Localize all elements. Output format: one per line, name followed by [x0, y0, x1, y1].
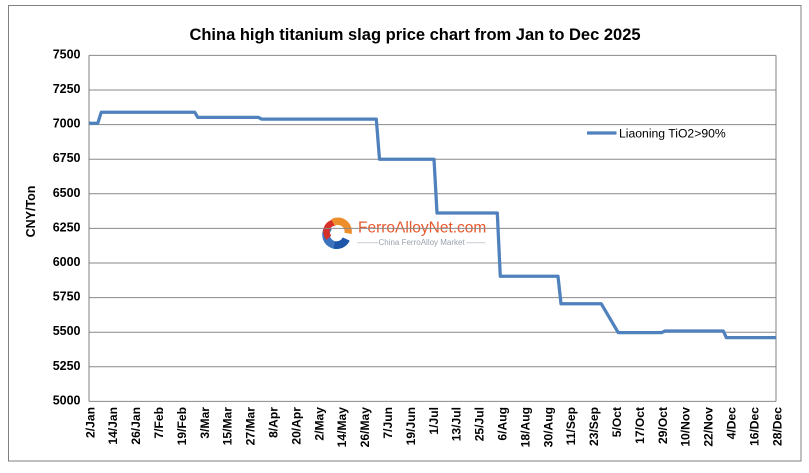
svg-text:China FerroAlloy Market: China FerroAlloy Market: [378, 238, 465, 247]
svg-text:China high titanium slag price: China high titanium slag price chart fro…: [189, 26, 640, 44]
svg-text:6000: 6000: [53, 255, 81, 269]
svg-text:7000: 7000: [53, 117, 81, 131]
svg-text:26/May: 26/May: [358, 407, 372, 448]
svg-text:26/Jan: 26/Jan: [129, 407, 143, 445]
svg-text:6750: 6750: [53, 151, 81, 165]
svg-text:25/Jul: 25/Jul: [473, 407, 487, 441]
svg-text:16/Dec: 16/Dec: [747, 407, 761, 446]
svg-text:6250: 6250: [53, 220, 81, 234]
svg-text:11/Sep: 11/Sep: [564, 407, 578, 445]
svg-text:5/Oct: 5/Oct: [610, 407, 624, 437]
svg-text:7500: 7500: [53, 47, 81, 61]
svg-text:28/Dec: 28/Dec: [770, 407, 784, 446]
svg-text:6500: 6500: [53, 186, 81, 200]
svg-text:29/Oct: 29/Oct: [656, 407, 670, 444]
svg-text:5500: 5500: [53, 324, 81, 338]
svg-text:7/Jun: 7/Jun: [381, 407, 395, 439]
svg-text:1/Jul: 1/Jul: [427, 407, 441, 435]
svg-text:22/Nov: 22/Nov: [702, 407, 716, 447]
svg-text:4/Dec: 4/Dec: [725, 407, 739, 440]
svg-text:18/Aug: 18/Aug: [518, 407, 532, 447]
svg-text:30/Aug: 30/Aug: [541, 407, 555, 447]
svg-text:5000: 5000: [53, 393, 81, 407]
svg-text:19/Jun: 19/Jun: [404, 407, 418, 445]
svg-text:3/Mar: 3/Mar: [198, 407, 212, 439]
svg-text:27/Mar: 27/Mar: [244, 407, 258, 446]
svg-text:23/Sep: 23/Sep: [587, 407, 601, 446]
svg-text:8/Apr: 8/Apr: [267, 407, 281, 438]
svg-text:19/Feb: 19/Feb: [175, 407, 189, 445]
svg-text:14/May: 14/May: [335, 407, 349, 448]
svg-text:Liaoning TiO2>90%: Liaoning TiO2>90%: [619, 127, 726, 141]
svg-text:20/Apr: 20/Apr: [289, 407, 303, 445]
svg-text:2/May: 2/May: [312, 407, 326, 441]
svg-text:5750: 5750: [53, 290, 81, 304]
svg-text:17/Oct: 17/Oct: [633, 407, 647, 444]
svg-text:7/Feb: 7/Feb: [152, 407, 166, 439]
svg-text:CNY/Ton: CNY/Ton: [24, 186, 38, 238]
svg-text:6/Aug: 6/Aug: [496, 407, 510, 441]
svg-text:15/Mar: 15/Mar: [221, 407, 235, 446]
svg-text:5250: 5250: [53, 359, 81, 373]
svg-text:7250: 7250: [53, 82, 81, 96]
svg-text:13/Jul: 13/Jul: [450, 407, 464, 441]
svg-text:14/Jan: 14/Jan: [106, 407, 120, 445]
svg-text:2/Jan: 2/Jan: [83, 407, 97, 438]
svg-text:10/Nov: 10/Nov: [679, 407, 693, 447]
